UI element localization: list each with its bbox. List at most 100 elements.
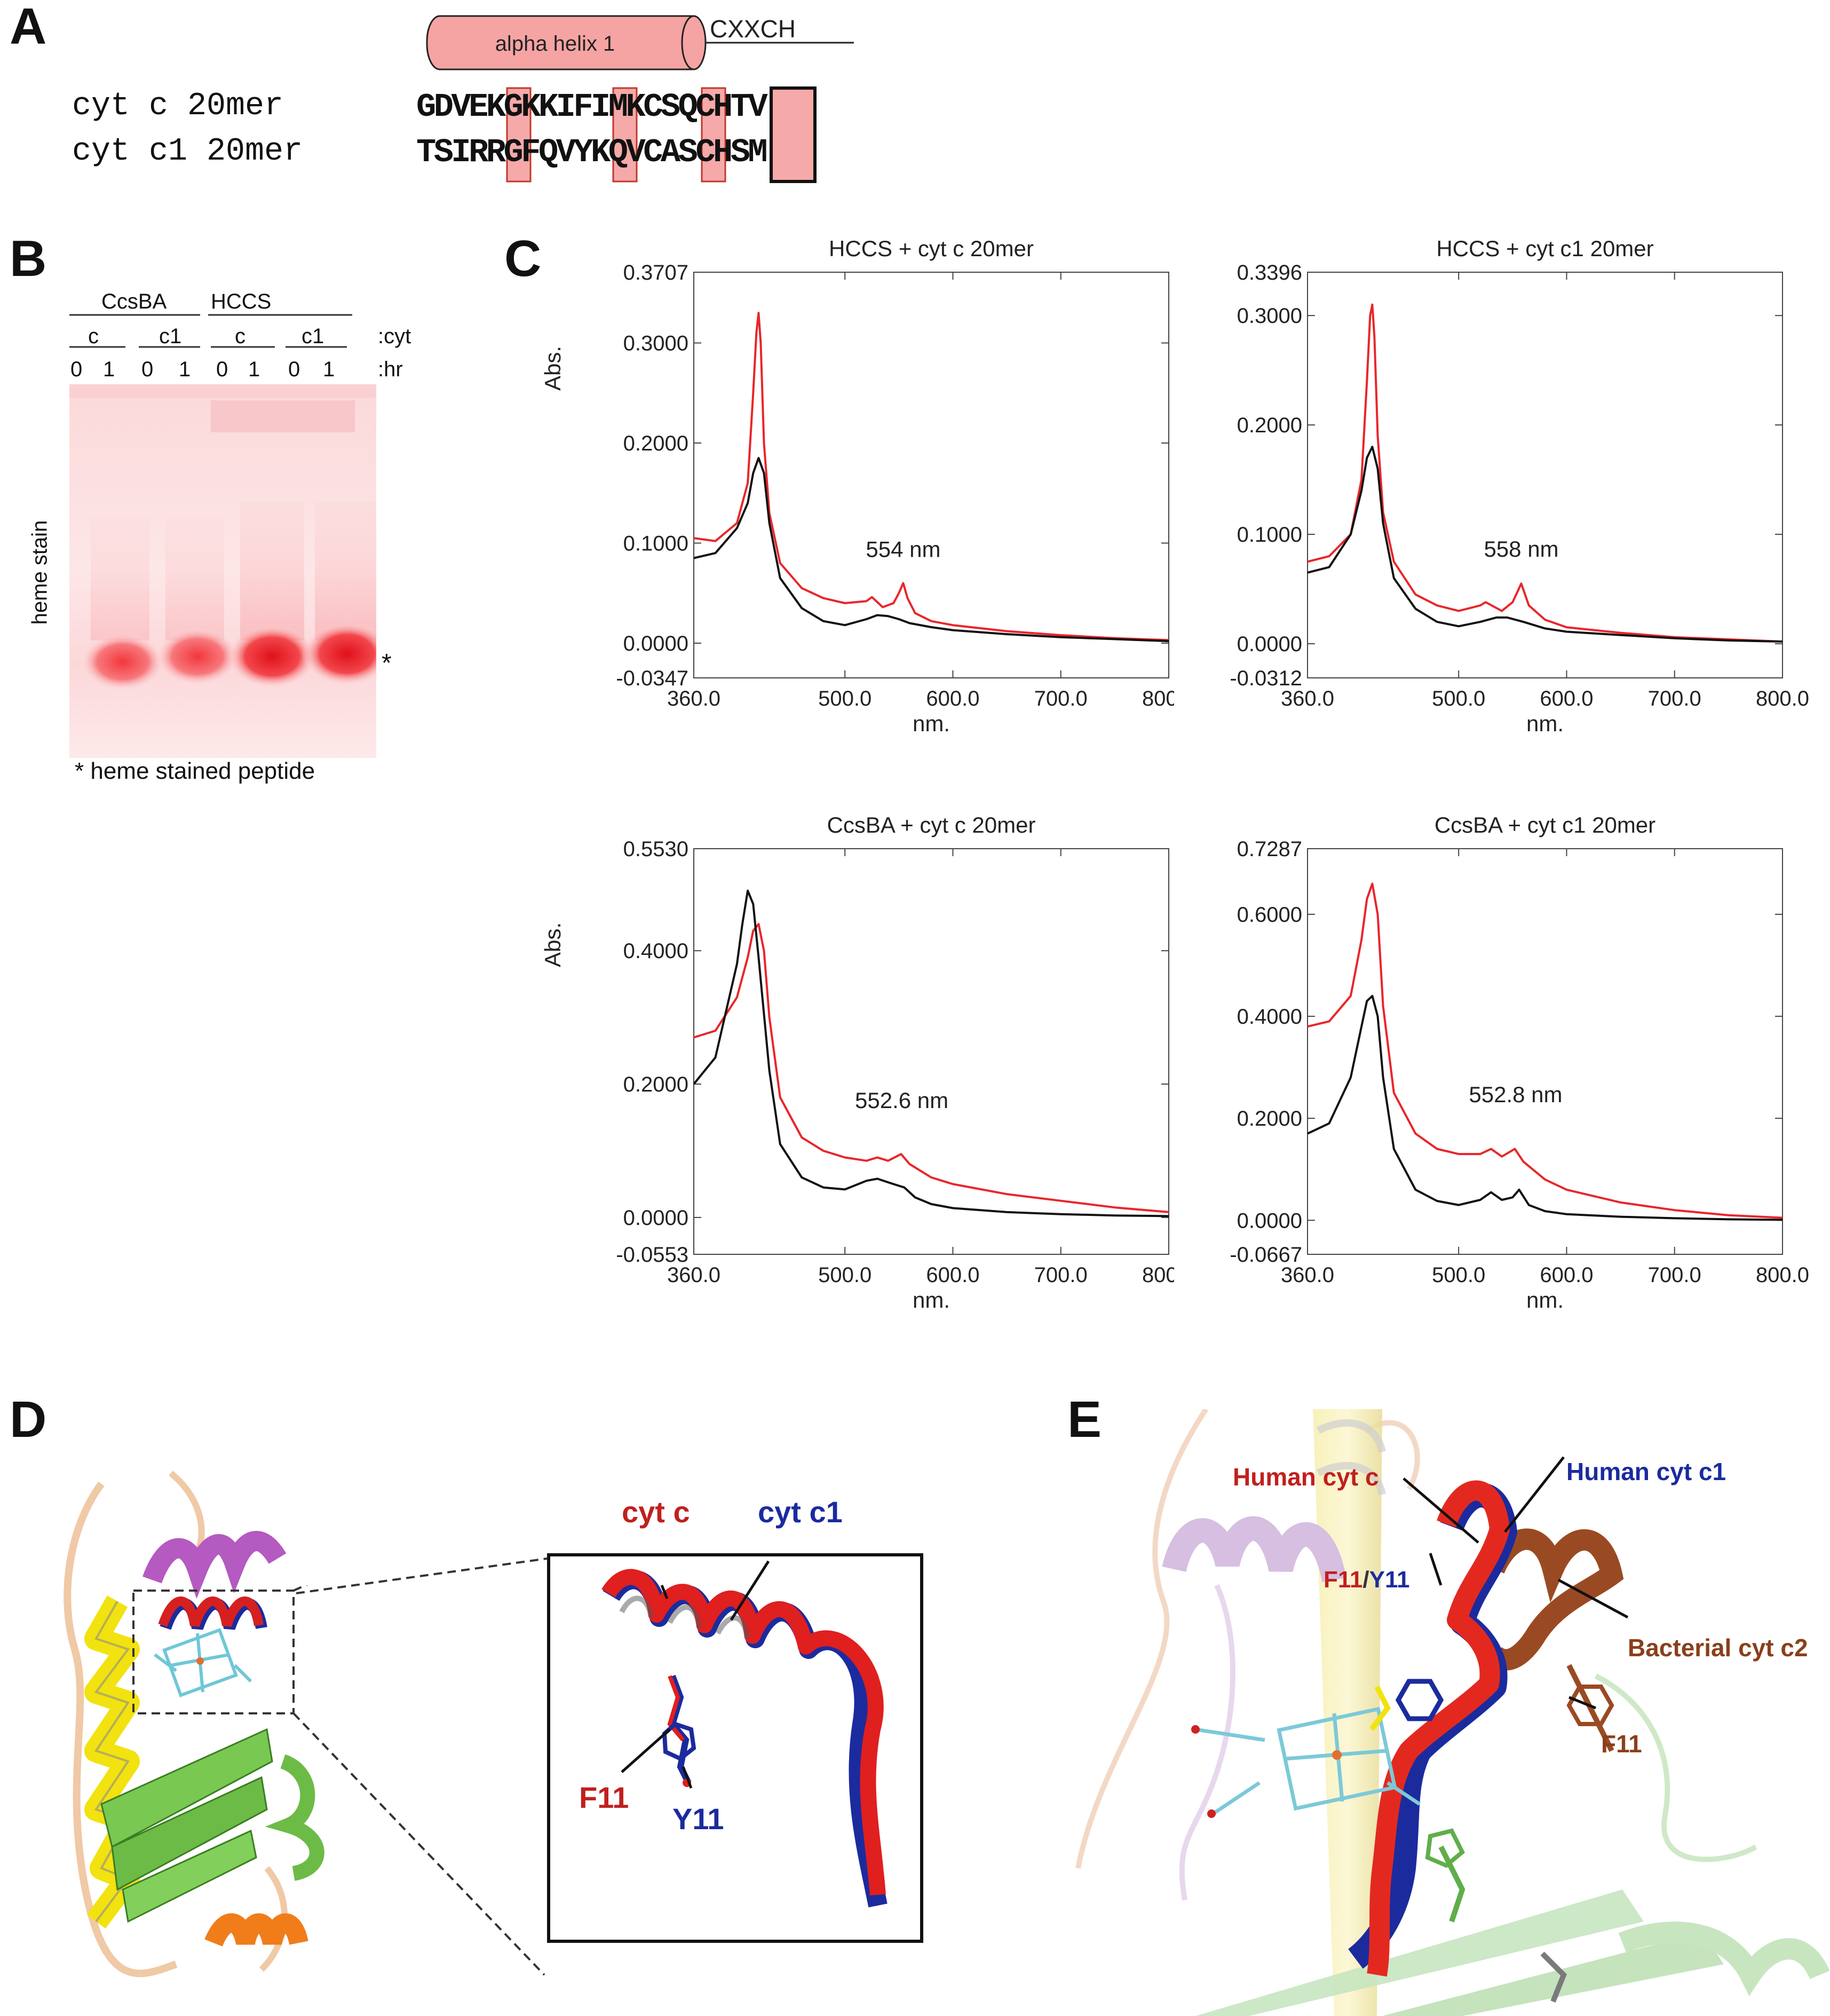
x-tick-label: 700.0	[1034, 1263, 1088, 1287]
label-human-cyt-c: Human cyt c	[1233, 1463, 1379, 1491]
series-line-black	[693, 457, 1169, 643]
plot-frame	[693, 848, 1169, 1255]
y-tick-label: 0.1000	[1237, 523, 1302, 547]
chart-title: CcsBA + cyt c 20mer	[827, 812, 1036, 837]
y-tick-label: 0.1000	[623, 532, 688, 555]
heme-stain-label: heme stain	[28, 520, 52, 625]
x-tick-label: 700.0	[1648, 687, 1701, 710]
x-tick-label: 600.0	[926, 1263, 979, 1287]
band-star: *	[382, 649, 392, 677]
spectrum-chart-4: CcsBA + cyt c1 20mer 0.7287 0.6000 0.4000 0.…	[1230, 812, 1809, 1313]
label-f11-bacterial: F11	[1601, 1730, 1642, 1758]
seq-label-cyt-c1: cyt c1 20mer	[72, 133, 303, 170]
x-tick-label: 800.0	[1756, 1263, 1809, 1287]
cyt-label-3: c	[235, 325, 245, 348]
y-tick-label: 0.7287	[1237, 837, 1302, 861]
x-tick-label: 800.0	[1756, 687, 1809, 710]
chart-title: CcsBA + cyt c1 20mer	[1435, 812, 1655, 837]
zoom-lines	[294, 1585, 545, 1976]
helix-label: alpha helix 1	[495, 32, 615, 56]
y-tick-label: 0.6000	[1237, 903, 1302, 927]
y-tick-label: 0.5530	[623, 837, 688, 861]
y-tick-label: 0.3000	[623, 332, 688, 355]
y-tick-label: 0.3000	[1237, 304, 1302, 328]
peak-annotation: 558 nm	[1484, 536, 1558, 562]
gel-band-3	[227, 624, 318, 689]
seq-cyt-c1: TSIRRGFQVYKQVCASCHSM	[416, 133, 768, 171]
y-axis-label: Abs.	[540, 922, 565, 967]
y-tick-label: 0.2000	[623, 432, 688, 455]
highlight-boxes	[506, 86, 817, 183]
x-tick-label: 360.0	[667, 1263, 720, 1287]
y-tick-label: 0.3707	[623, 261, 688, 284]
structure-overlay	[1075, 1409, 1830, 2016]
x-tick-label: 700.0	[1648, 1263, 1701, 1287]
helix-diagram: alpha helix 1 CXXCH	[426, 15, 854, 70]
label-slash: /	[1362, 1567, 1369, 1593]
panel-letter-a: A	[10, 0, 47, 55]
hr-label-8: 1	[323, 358, 335, 381]
panel-letter-e: E	[1067, 1391, 1102, 1448]
motif-label: CXXCH	[710, 15, 796, 43]
gel-bracket-lines	[69, 314, 352, 348]
y-tick-label: 0.0000	[1237, 633, 1302, 656]
y-tick-label: 0.2000	[623, 1073, 688, 1096]
plot-frame	[1307, 272, 1783, 678]
label-f11-part: F11	[1324, 1567, 1363, 1593]
zoom-line-top	[296, 1558, 548, 1594]
y-tick-label: -0.0312	[1230, 667, 1302, 690]
y-tick-label: 0.0000	[623, 632, 688, 655]
plot-frame	[693, 272, 1169, 678]
y-tick-label: -0.0347	[616, 667, 688, 690]
chart-title: HCCS + cyt c1 20mer	[1436, 236, 1653, 261]
highlight-f-y	[612, 87, 638, 183]
cyt-suffix: :cyt	[378, 325, 411, 348]
series-line-black	[1307, 994, 1783, 1221]
label-bacterial-cyt-c2: Bacterial cyt c2	[1628, 1634, 1808, 1662]
y-tick-label: 0.4000	[623, 939, 688, 963]
hr-label-7: 0	[288, 358, 300, 381]
gel-band-1	[80, 633, 165, 691]
label-f11-y11: F11/Y11	[1324, 1567, 1410, 1593]
cyt-label-2: c1	[159, 325, 182, 348]
hr-label-1: 0	[70, 358, 83, 381]
inset-label-cyt-c1: cyt c1	[758, 1495, 843, 1529]
highlight-k-r	[506, 87, 532, 183]
y-tick-label: 0.4000	[1237, 1005, 1302, 1029]
series-line-black	[1307, 446, 1783, 643]
structure-overview	[64, 1471, 324, 1978]
x-tick-label: 600.0	[926, 687, 979, 710]
x-tick-label: 700.0	[1034, 687, 1088, 710]
x-tick-label: 600.0	[1540, 687, 1593, 710]
x-axis-label: nm.	[1526, 1287, 1564, 1313]
peak-annotation: 552.6 nm	[855, 1088, 948, 1113]
x-tick-label: 500.0	[1432, 1263, 1485, 1287]
x-tick-label: 360.0	[667, 687, 720, 710]
y-axis-label: Abs.	[540, 346, 565, 391]
inset-box	[547, 1553, 923, 1943]
plot-frame	[1307, 848, 1783, 1255]
x-tick-label: 500.0	[818, 687, 872, 710]
peak-annotation: 552.8 nm	[1469, 1082, 1562, 1107]
x-tick-label: 600.0	[1540, 1263, 1593, 1287]
seq-label-cyt-c: cyt c 20mer	[72, 88, 284, 124]
label-y11-part: Y11	[1369, 1567, 1410, 1593]
spectrum-chart-1: HCCS + cyt c 20mer 0.3707 0.3000 0.2000 0.10…	[540, 236, 1174, 736]
x-tick-label: 360.0	[1281, 1263, 1334, 1287]
chart-title: HCCS + cyt c 20mer	[829, 236, 1034, 261]
series-line-red	[1307, 303, 1783, 643]
seq-cyt-c: GDVEKGKKIFIMKCSQCHTV	[416, 88, 768, 126]
spectrum-chart-3: CcsBA + cyt c 20mer 0.5530 0.4000 0.2000 0.0…	[540, 812, 1174, 1313]
x-tick-label: 500.0	[818, 1263, 872, 1287]
series-line-black	[693, 889, 1169, 1217]
group-label-ccsba: CcsBA	[101, 290, 167, 313]
x-tick-label: 500.0	[1432, 687, 1485, 710]
y-tick-label: 0.0000	[623, 1206, 688, 1230]
spectrum-chart-2: HCCS + cyt c1 20mer 0.3396 0.3000 0.2000 0.1…	[1230, 236, 1809, 736]
y-tick-label: -0.0553	[616, 1243, 688, 1267]
zoom-box	[132, 1590, 295, 1714]
panel-letter-d: D	[10, 1391, 47, 1448]
inset-label-y11: Y11	[672, 1802, 724, 1836]
x-axis-label: nm.	[1526, 711, 1564, 736]
hr-label-3: 0	[141, 358, 154, 381]
